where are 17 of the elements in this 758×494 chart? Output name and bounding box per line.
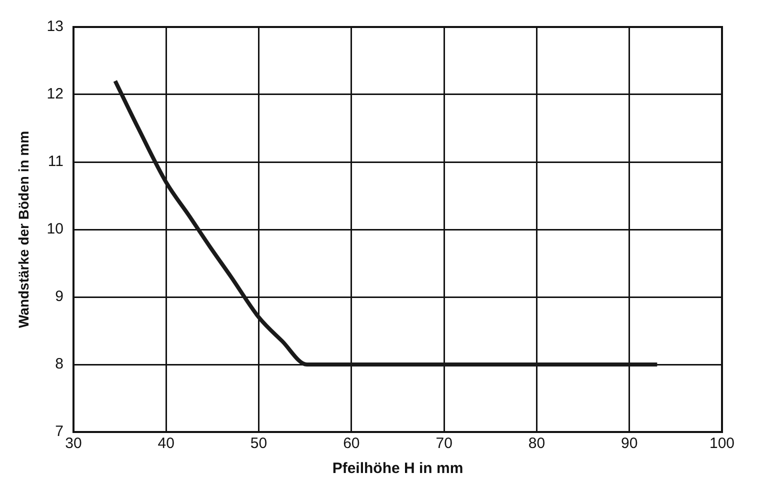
x-tick-label: 100 bbox=[709, 435, 735, 452]
x-tick-label: 80 bbox=[528, 435, 546, 452]
y-tick-label: 9 bbox=[55, 288, 64, 306]
y-tick-label: 13 bbox=[46, 18, 64, 36]
x-tick-label: 90 bbox=[621, 435, 638, 452]
x-tick-label: 30 bbox=[65, 435, 82, 452]
y-axis-title: Wandstärke der Böden in mm bbox=[15, 130, 32, 328]
y-tick-label: 11 bbox=[48, 153, 64, 170]
x-tick-label: 50 bbox=[250, 435, 268, 452]
x-tick-label: 70 bbox=[436, 435, 452, 452]
y-tick-label: 8 bbox=[55, 356, 64, 373]
y-tick-label: 7 bbox=[55, 423, 64, 440]
y-tick-label: 12 bbox=[46, 86, 64, 103]
x-tick-label: 60 bbox=[343, 435, 360, 452]
y-tick-label: 10 bbox=[46, 220, 64, 238]
x-axis-title: Pfeilhöhe H in mm bbox=[332, 460, 464, 478]
x-tick-label: 40 bbox=[158, 435, 174, 452]
